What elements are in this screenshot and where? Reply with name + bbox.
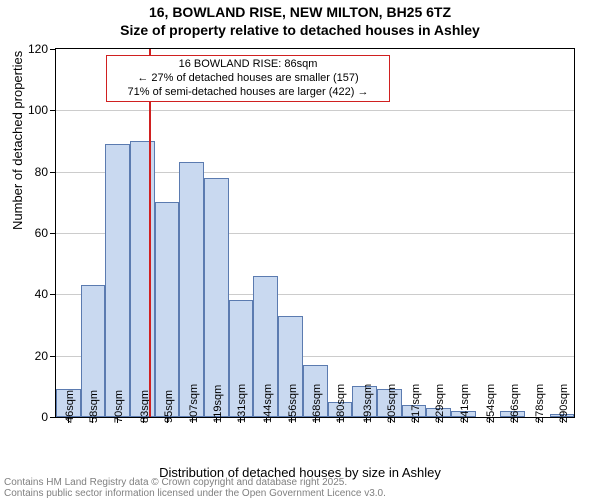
annotation-line3: 71% of semi-detached houses are larger (… (113, 86, 383, 100)
annotation-line2: ← 27% of detached houses are smaller (15… (113, 72, 383, 86)
y-tick (50, 417, 56, 418)
x-tick-label: 241sqm (459, 384, 471, 423)
x-tick-label: 266sqm (509, 384, 521, 423)
chart-plot-area: 02040608010012046sqm58sqm70sqm83sqm95sqm… (55, 48, 575, 418)
y-tick (50, 110, 56, 111)
x-tick-label: 217sqm (410, 384, 422, 423)
x-tick-label: 254sqm (485, 384, 497, 423)
x-tick-label: 46sqm (64, 390, 76, 423)
y-tick-label: 20 (35, 349, 48, 363)
x-tick-label: 193sqm (362, 384, 374, 423)
histogram-bar (105, 144, 130, 417)
x-tick-label: 119sqm (212, 385, 224, 423)
y-tick-label: 100 (28, 103, 48, 117)
histogram-bar (204, 178, 229, 417)
y-tick-label: 40 (35, 287, 48, 301)
x-tick-label: 278sqm (534, 384, 546, 423)
histogram-bar (155, 202, 180, 417)
reference-line (149, 49, 151, 417)
y-tick (50, 49, 56, 50)
y-tick (50, 172, 56, 173)
x-tick-label: 168sqm (311, 384, 323, 423)
y-tick-label: 0 (41, 410, 48, 424)
y-tick-label: 80 (35, 165, 48, 179)
x-tick-label: 180sqm (335, 384, 347, 423)
x-tick-label: 58sqm (88, 390, 100, 423)
footer-line2: Contains public sector information licen… (4, 488, 386, 499)
histogram-bar (179, 162, 204, 417)
y-tick (50, 233, 56, 234)
x-tick-label: 156sqm (287, 384, 299, 423)
x-tick-label: 95sqm (163, 390, 175, 423)
y-tick (50, 294, 56, 295)
chart-title-line2: Size of property relative to detached ho… (0, 22, 600, 38)
y-tick-label: 60 (35, 226, 48, 240)
y-tick-label: 120 (28, 42, 48, 56)
y-axis-title: Number of detached properties (10, 51, 25, 230)
annotation-box: 16 BOWLAND RISE: 86sqm← 27% of detached … (106, 55, 390, 102)
grid-line (56, 110, 574, 111)
chart-container: 16, BOWLAND RISE, NEW MILTON, BH25 6TZ S… (0, 0, 600, 500)
footer-line1: Contains HM Land Registry data © Crown c… (4, 477, 386, 488)
chart-title-line1: 16, BOWLAND RISE, NEW MILTON, BH25 6TZ (0, 4, 600, 20)
x-tick-label: 144sqm (262, 384, 274, 423)
footer-attribution: Contains HM Land Registry data © Crown c… (4, 477, 386, 499)
x-tick-label: 205sqm (386, 384, 398, 423)
x-tick-label: 107sqm (188, 384, 200, 423)
x-tick-label: 70sqm (113, 390, 125, 423)
annotation-line1: 16 BOWLAND RISE: 86sqm (113, 58, 383, 72)
x-tick-label: 131sqm (236, 384, 248, 423)
x-tick-label: 229sqm (434, 384, 446, 423)
y-tick (50, 356, 56, 357)
x-tick-label: 290sqm (558, 384, 570, 423)
